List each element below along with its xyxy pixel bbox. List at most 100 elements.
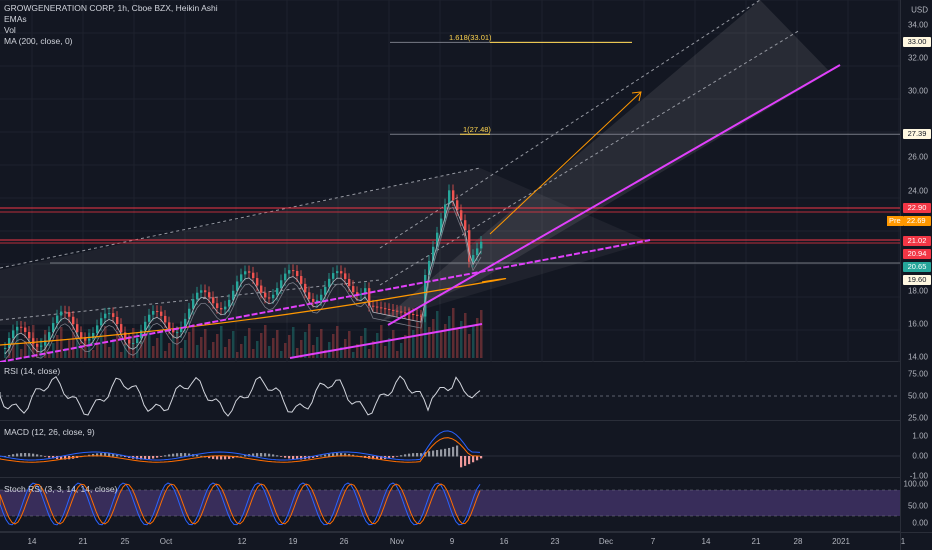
rsi-pane[interactable]: RSI (14, close) bbox=[0, 362, 900, 421]
volume-bar bbox=[140, 341, 143, 358]
candle-body bbox=[244, 271, 247, 275]
candle-body bbox=[132, 343, 135, 345]
macd-histogram-bar bbox=[388, 456, 391, 459]
stoch-label[interactable]: Stoch RSI (3, 3, 14, 14, close) bbox=[4, 484, 118, 494]
symbol-title[interactable]: GROWGENERATION CORP, 1h, Cboe BZX, Heiki… bbox=[4, 3, 218, 13]
indicator-ma[interactable]: MA (200, close, 0) bbox=[4, 36, 73, 46]
premarket-value: 22.69 bbox=[903, 216, 929, 226]
price-tick: 18.00 bbox=[907, 286, 928, 296]
macd-label[interactable]: MACD (12, 26, close, 9) bbox=[4, 427, 95, 437]
macd-histogram-bar bbox=[284, 456, 287, 458]
indicator-vol[interactable]: Vol bbox=[4, 25, 16, 35]
stoch-tick: 0.00 bbox=[912, 518, 928, 528]
volume-bar bbox=[48, 351, 51, 358]
volume-bar bbox=[144, 333, 147, 358]
volume-bar bbox=[100, 334, 103, 358]
price-tick: 24.00 bbox=[907, 186, 928, 196]
time-tick: 12 bbox=[237, 537, 247, 546]
candle-body bbox=[80, 332, 83, 339]
candle-body bbox=[328, 278, 331, 287]
candle-body bbox=[140, 330, 143, 339]
volume-bar bbox=[244, 336, 247, 358]
candle-body bbox=[440, 218, 443, 233]
stoch-tick: 50.00 bbox=[907, 501, 928, 511]
rsi-label[interactable]: RSI (14, close) bbox=[4, 366, 61, 376]
fib-label-1618: 1.618(33.01) bbox=[449, 33, 492, 42]
dashed-channel-line bbox=[379, 29, 801, 286]
candle-body bbox=[452, 190, 455, 201]
candle-body bbox=[396, 310, 399, 312]
volume-bar bbox=[400, 343, 403, 358]
candle-body bbox=[292, 270, 295, 272]
macd-histogram-bar bbox=[316, 456, 319, 458]
rsi-chart[interactable] bbox=[0, 362, 900, 421]
stoch-pane[interactable]: Stoch RSI (3, 3, 14, 14, close) bbox=[0, 478, 900, 532]
candle-body bbox=[176, 332, 179, 334]
volume-bar bbox=[352, 352, 355, 358]
price-chart[interactable] bbox=[0, 0, 900, 362]
candle-body bbox=[380, 307, 383, 309]
candle-body bbox=[260, 285, 263, 293]
stoch-chart[interactable] bbox=[0, 478, 900, 532]
candle-body bbox=[164, 315, 167, 323]
macd-histogram-bar bbox=[104, 453, 107, 457]
candle-body bbox=[324, 286, 327, 295]
candle-body bbox=[412, 314, 415, 316]
fib-label-1: 1(27.48) bbox=[463, 125, 491, 134]
volume-bar bbox=[348, 331, 351, 358]
candle-body bbox=[212, 297, 215, 304]
macd-chart[interactable] bbox=[0, 421, 900, 478]
macd-histogram-bar bbox=[272, 454, 275, 457]
macd-histogram-bar bbox=[20, 453, 23, 457]
time-tick: 2021 bbox=[832, 537, 850, 546]
candle-body bbox=[404, 312, 407, 314]
macd-histogram-bar bbox=[232, 456, 235, 459]
volume-bar bbox=[316, 337, 319, 358]
macd-histogram-bar bbox=[196, 454, 199, 457]
volume-bar bbox=[152, 346, 155, 358]
premarket-badge: Pre 22.69 bbox=[887, 216, 929, 226]
candle-body bbox=[100, 318, 103, 326]
time-axis[interactable]: 14 21 25 Oct 12 19 26 Nov 9 16 23 Dec 7 … bbox=[0, 532, 905, 550]
candle-body bbox=[416, 314, 419, 316]
price-pane[interactable]: GROWGENERATION CORP, 1h, Cboe BZX, Heiki… bbox=[0, 0, 900, 362]
stoch-k-line bbox=[0, 482, 481, 526]
stoch-axis[interactable]: 100.00 50.00 0.00 bbox=[900, 478, 932, 532]
candle-body bbox=[96, 325, 99, 333]
macd-histogram-bar bbox=[120, 455, 123, 457]
candle-body bbox=[272, 294, 275, 299]
volume-bar bbox=[448, 316, 451, 358]
channel-lower-fill bbox=[0, 168, 650, 325]
volume-bar bbox=[324, 350, 327, 358]
dashed-channel-line bbox=[0, 167, 481, 269]
macd-histogram-bar bbox=[464, 456, 467, 466]
macd-axis[interactable]: 1.00 0.00 -1.00 bbox=[900, 421, 932, 481]
candle-body bbox=[276, 288, 279, 295]
rsi-axis[interactable]: 75.00 50.00 25.00 bbox=[900, 362, 932, 423]
volume-bar bbox=[172, 335, 175, 358]
price-tag-fib-1618: 33.00 bbox=[903, 37, 931, 47]
price-axis[interactable]: USD 34.00 32.00 30.00 26.00 24.00 18.00 … bbox=[900, 0, 932, 362]
volume-bar bbox=[328, 342, 331, 358]
candle-body bbox=[252, 272, 255, 279]
volume-bar bbox=[456, 329, 459, 358]
volume-bar bbox=[372, 341, 375, 358]
macd-histogram-bar bbox=[480, 456, 483, 459]
candle-body bbox=[472, 255, 475, 262]
volume-bar bbox=[304, 332, 307, 358]
candle-body bbox=[232, 290, 235, 300]
macd-histogram-bar bbox=[116, 454, 119, 457]
candle-body bbox=[156, 311, 159, 313]
indicator-emas[interactable]: EMAs bbox=[4, 14, 27, 24]
candle-body bbox=[264, 292, 267, 298]
macd-histogram-bar bbox=[376, 456, 379, 460]
ma200-line bbox=[0, 277, 506, 346]
candle-body bbox=[400, 311, 403, 313]
volume-bar bbox=[452, 308, 455, 358]
macd-histogram-bar bbox=[108, 453, 111, 457]
volume-bar bbox=[176, 327, 179, 358]
volume-bar bbox=[360, 336, 363, 358]
candle-body bbox=[432, 246, 435, 261]
channel-upper-fill bbox=[380, 0, 830, 322]
macd-pane[interactable]: MACD (12, 26, close, 9) bbox=[0, 421, 900, 478]
